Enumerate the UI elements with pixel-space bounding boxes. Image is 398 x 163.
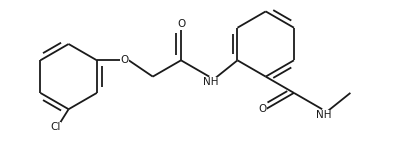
Text: O: O	[121, 55, 129, 65]
Text: O: O	[177, 19, 185, 30]
Text: NH: NH	[316, 110, 332, 120]
Text: NH: NH	[203, 77, 219, 88]
Text: Cl: Cl	[51, 122, 61, 132]
Text: O: O	[258, 104, 267, 114]
